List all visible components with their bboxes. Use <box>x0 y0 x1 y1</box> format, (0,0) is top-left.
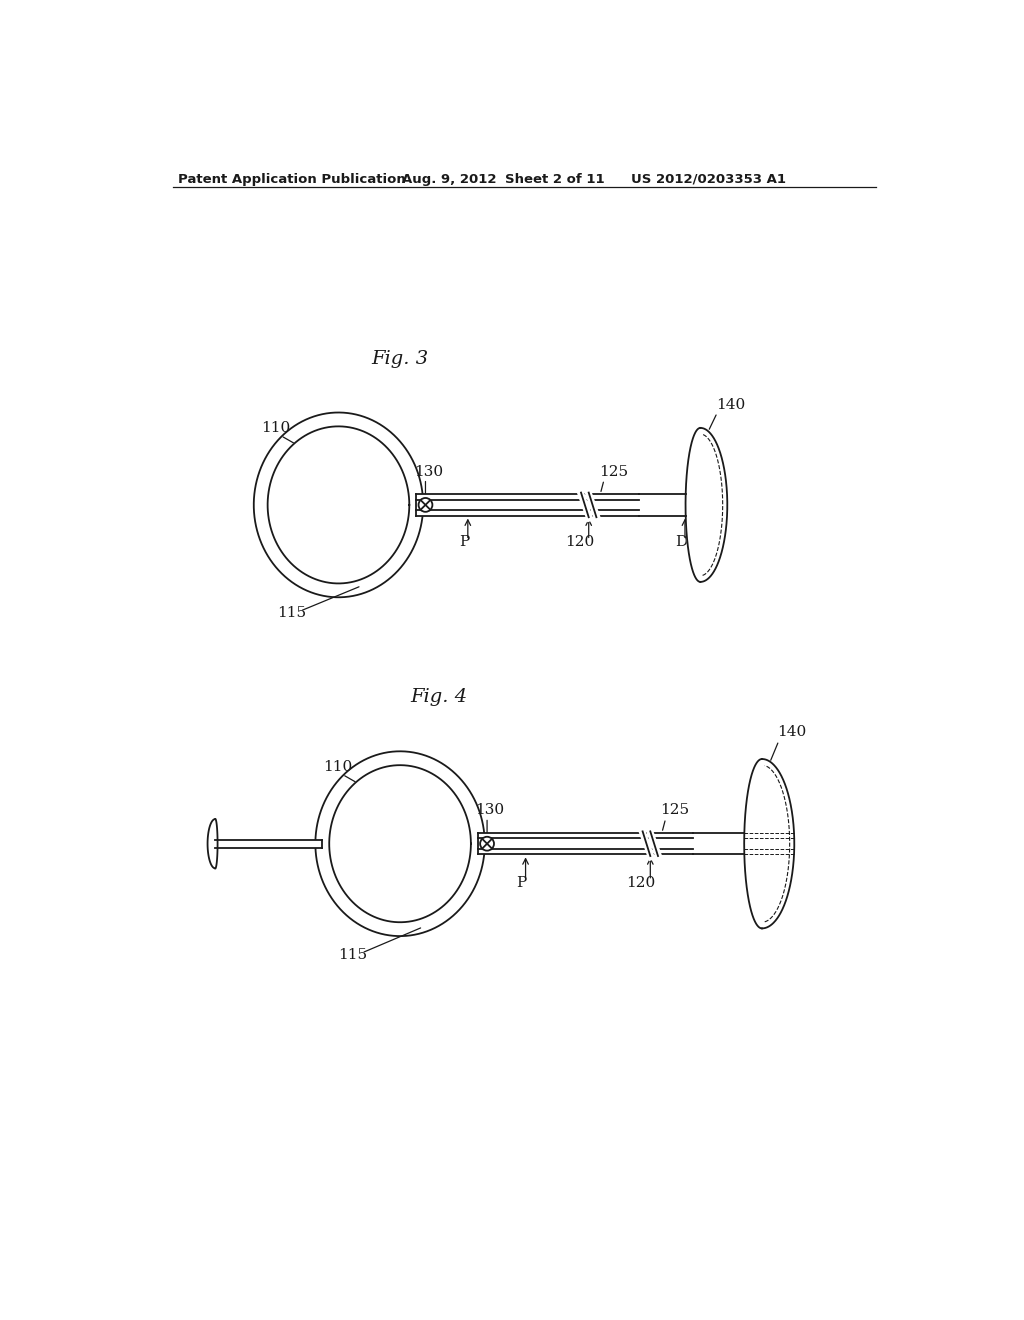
Ellipse shape <box>315 751 484 936</box>
Polygon shape <box>208 818 217 869</box>
Text: Aug. 9, 2012: Aug. 9, 2012 <box>401 173 496 186</box>
Bar <box>478 833 692 854</box>
Bar <box>416 494 639 499</box>
Text: 130: 130 <box>475 804 505 817</box>
Polygon shape <box>315 751 484 936</box>
Polygon shape <box>744 759 795 928</box>
Text: 120: 120 <box>565 536 594 549</box>
Text: 120: 120 <box>627 876 655 890</box>
Polygon shape <box>254 413 423 597</box>
Text: P: P <box>516 876 526 890</box>
Text: US 2012/0203353 A1: US 2012/0203353 A1 <box>631 173 786 186</box>
Text: Patent Application Publication: Patent Application Publication <box>178 173 407 186</box>
Polygon shape <box>685 428 727 582</box>
Bar <box>416 499 639 511</box>
Text: Sheet 2 of 11: Sheet 2 of 11 <box>505 173 604 186</box>
Text: 115: 115 <box>339 948 368 962</box>
Circle shape <box>419 498 432 512</box>
Ellipse shape <box>254 413 423 598</box>
Bar <box>416 511 639 516</box>
Text: 110: 110 <box>323 759 352 774</box>
Text: 115: 115 <box>276 606 306 619</box>
Text: 140: 140 <box>777 725 807 739</box>
Text: 125: 125 <box>660 804 689 817</box>
Text: 110: 110 <box>261 421 291 434</box>
Polygon shape <box>330 766 471 923</box>
Text: 140: 140 <box>716 397 745 412</box>
Text: P: P <box>459 536 469 549</box>
Text: 130: 130 <box>414 465 443 479</box>
Bar <box>416 494 639 516</box>
Bar <box>478 833 692 838</box>
Bar <box>478 838 692 849</box>
Bar <box>215 840 323 847</box>
Text: D: D <box>745 876 758 890</box>
Text: 125: 125 <box>599 465 628 479</box>
Text: Fig. 4: Fig. 4 <box>410 689 467 706</box>
Text: D: D <box>675 536 687 549</box>
Polygon shape <box>267 426 410 583</box>
Circle shape <box>480 837 494 850</box>
Bar <box>478 849 692 854</box>
Text: Fig. 3: Fig. 3 <box>372 350 429 367</box>
